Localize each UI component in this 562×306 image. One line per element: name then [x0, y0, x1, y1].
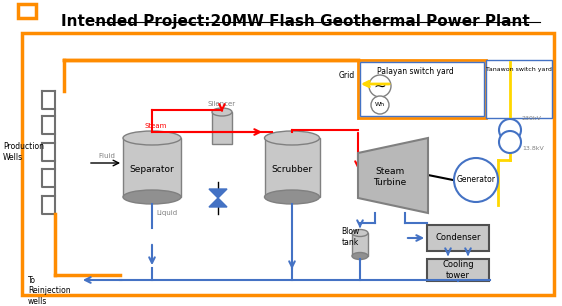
Ellipse shape — [352, 252, 368, 259]
Polygon shape — [209, 198, 227, 207]
Text: Intended Project:20MW Flash Geothermal Power Plant: Intended Project:20MW Flash Geothermal P… — [61, 14, 529, 29]
Polygon shape — [358, 138, 428, 213]
Circle shape — [499, 131, 521, 153]
FancyBboxPatch shape — [123, 138, 181, 197]
FancyBboxPatch shape — [427, 259, 489, 281]
FancyBboxPatch shape — [360, 62, 484, 116]
Ellipse shape — [123, 190, 181, 204]
FancyBboxPatch shape — [212, 112, 232, 144]
Text: Wh: Wh — [375, 103, 385, 107]
Ellipse shape — [265, 190, 320, 204]
Text: 13.8kV: 13.8kV — [522, 146, 544, 151]
Polygon shape — [209, 189, 227, 198]
Text: Liquid: Liquid — [156, 210, 177, 216]
Text: Blow
tank: Blow tank — [341, 227, 359, 247]
FancyBboxPatch shape — [486, 60, 552, 118]
Ellipse shape — [212, 108, 232, 116]
Circle shape — [369, 75, 391, 97]
FancyBboxPatch shape — [265, 138, 320, 197]
Circle shape — [454, 158, 498, 202]
Text: Grid: Grid — [339, 70, 355, 80]
FancyBboxPatch shape — [18, 4, 36, 18]
Text: Generator: Generator — [456, 176, 496, 185]
Text: Palayan switch yard: Palayan switch yard — [377, 67, 454, 76]
Text: Scrubber: Scrubber — [271, 165, 312, 174]
Text: Steam: Steam — [145, 123, 167, 129]
Text: Fluid: Fluid — [98, 153, 115, 159]
FancyBboxPatch shape — [352, 233, 368, 256]
Text: Tanawon switch yard: Tanawon switch yard — [486, 67, 552, 72]
Ellipse shape — [123, 131, 181, 145]
Ellipse shape — [265, 131, 320, 145]
Text: Cooling
tower: Cooling tower — [442, 260, 474, 280]
Circle shape — [371, 96, 389, 114]
Text: Silencer: Silencer — [208, 101, 236, 107]
FancyBboxPatch shape — [427, 225, 489, 251]
Text: Steam
Turbine: Steam Turbine — [373, 167, 407, 187]
Text: ~: ~ — [374, 79, 387, 94]
Text: 230kV: 230kV — [522, 116, 542, 121]
Text: Production
Wells: Production Wells — [3, 142, 44, 162]
Circle shape — [499, 119, 521, 141]
Text: Condenser: Condenser — [435, 233, 481, 242]
Text: To
Reinjection
wells: To Reinjection wells — [28, 276, 71, 306]
Ellipse shape — [352, 230, 368, 237]
Text: Separator: Separator — [130, 165, 174, 174]
FancyBboxPatch shape — [358, 60, 486, 118]
